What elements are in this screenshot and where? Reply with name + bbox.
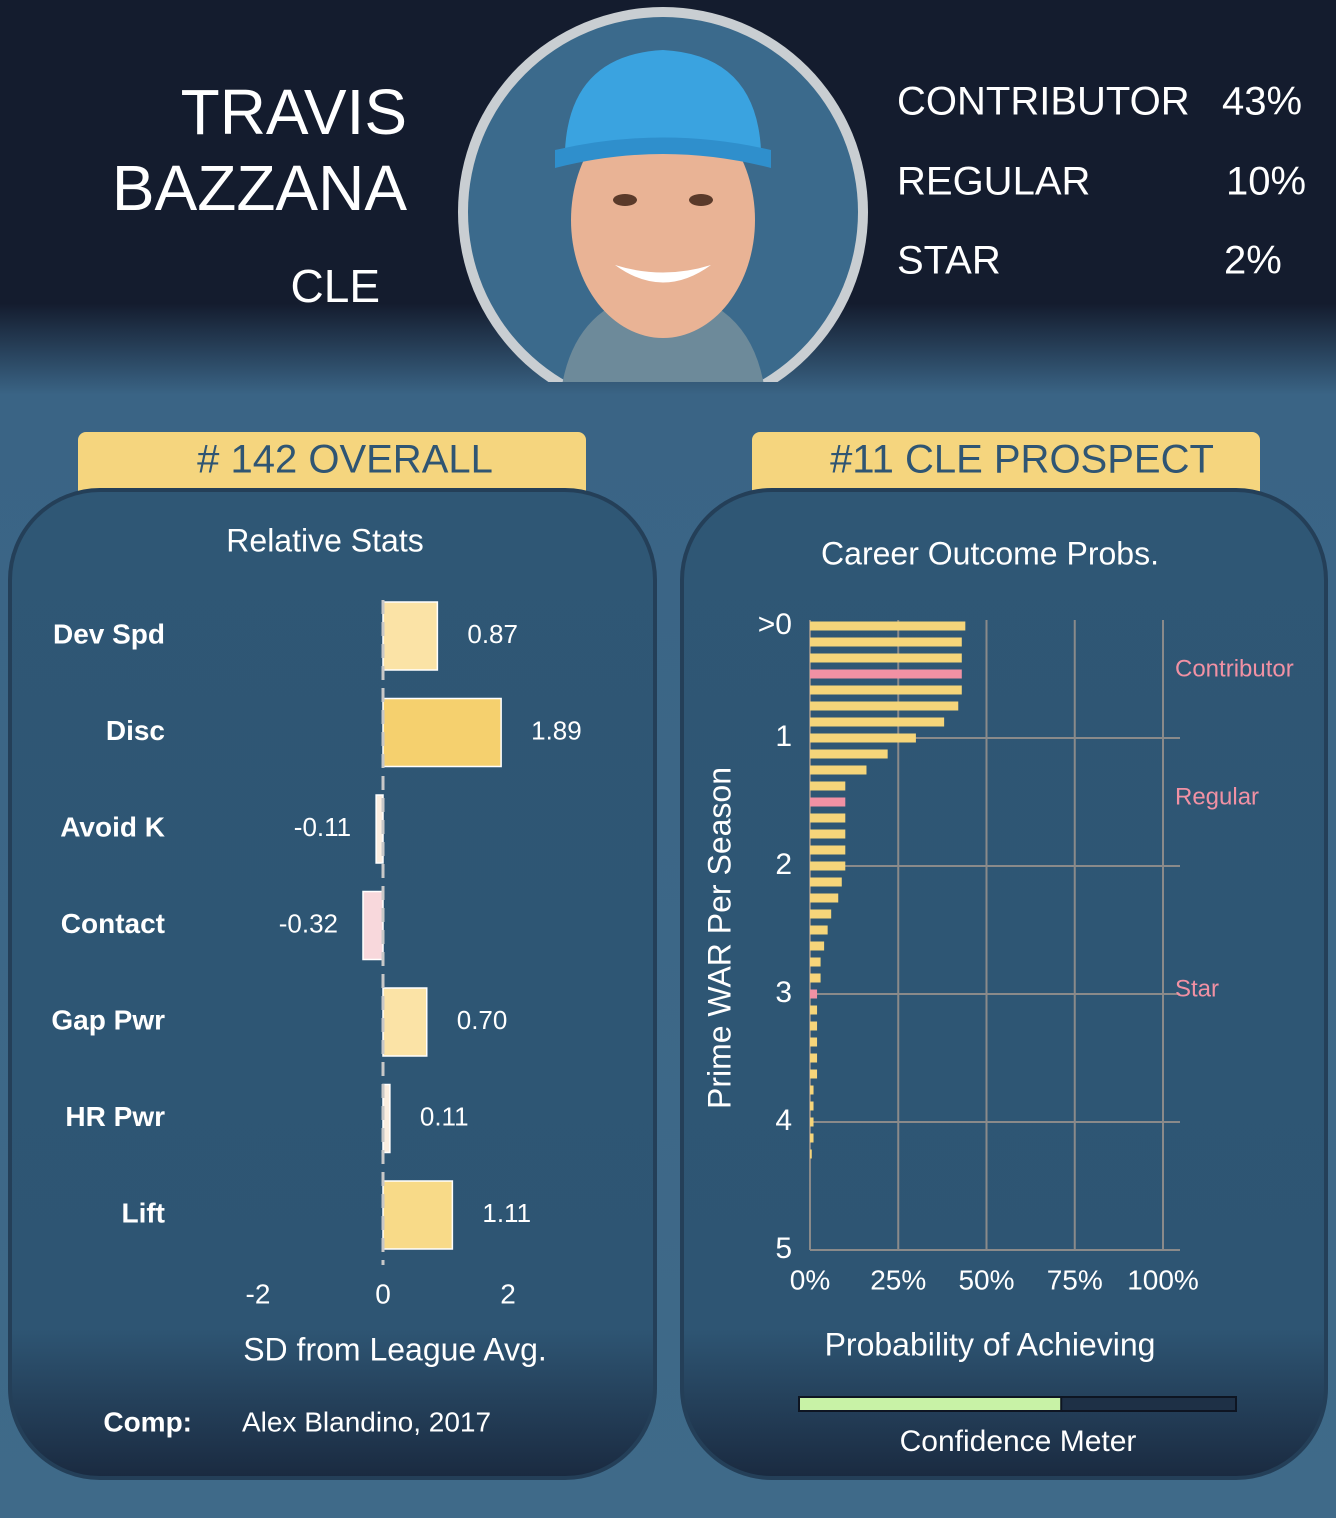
value-label: 0.11 (420, 1101, 469, 1131)
bar (810, 653, 962, 663)
y-tick-label: 2 (775, 848, 792, 881)
value-label: -0.32 (279, 908, 338, 938)
category-label: Dev Spd (53, 618, 165, 649)
bar (382, 987, 428, 1057)
bar (810, 829, 846, 839)
chart-title: Relative Stats (226, 522, 423, 558)
annotation: Contributor (1175, 655, 1294, 682)
y-axis-label: Prime WAR Per Season (701, 767, 737, 1109)
x-tick-label: 0% (790, 1264, 830, 1295)
comp-text: Alex Blandino, 2017 (242, 1406, 491, 1437)
bar (810, 1037, 818, 1047)
bar (810, 1133, 814, 1143)
bar (810, 941, 825, 951)
badge-text: #11 CLE PROSPECT (830, 438, 1214, 482)
y-tick-label: >0 (758, 608, 792, 641)
bar (810, 637, 962, 647)
bar (810, 925, 828, 935)
bar (810, 621, 966, 631)
outcome-label: STAR (897, 239, 1001, 283)
x-tick-label: 50% (958, 1264, 1014, 1295)
bar (810, 909, 832, 919)
category-label: HR Pwr (65, 1101, 165, 1132)
bar (810, 685, 962, 695)
bar (810, 765, 867, 775)
y-tick-label: 4 (775, 1104, 792, 1137)
bar (362, 890, 384, 961)
y-tick-label: 3 (775, 976, 792, 1009)
bar (810, 973, 821, 983)
team: CLE (291, 260, 380, 312)
outcome-label: REGULAR (897, 160, 1090, 204)
bar (810, 797, 846, 807)
x-tick-label: 0 (375, 1278, 391, 1309)
confidence-label: Confidence Meter (900, 1425, 1137, 1458)
bar (382, 1180, 454, 1250)
y-tick-label: 5 (775, 1232, 792, 1265)
annotation: Star (1175, 975, 1219, 1002)
x-axis-label: SD from League Avg. (243, 1331, 547, 1367)
y-tick-label: 1 (775, 720, 792, 753)
category-label: Avoid K (60, 811, 165, 842)
bar (810, 861, 846, 871)
category-label: Disc (106, 715, 165, 746)
category-label: Contact (61, 908, 165, 939)
category-label: Gap Pwr (51, 1004, 165, 1035)
player-photo (458, 7, 868, 382)
bar (382, 601, 439, 671)
annotation: Regular (1175, 783, 1259, 810)
x-tick-label: 75% (1047, 1264, 1103, 1295)
bar (810, 781, 846, 791)
bar (810, 845, 846, 855)
bar (810, 749, 888, 759)
bar (810, 1005, 818, 1015)
bar (382, 697, 502, 768)
value-label: 1.11 (482, 1198, 531, 1228)
value-label: -0.11 (294, 812, 351, 842)
bar (810, 1101, 814, 1111)
outcome-value: 2% (1224, 239, 1282, 283)
x-axis-label: Probability of Achieving (825, 1326, 1156, 1362)
x-tick-label: -2 (246, 1278, 271, 1309)
outcome-label: CONTRIBUTOR (897, 80, 1190, 124)
x-tick-label: 2 (500, 1278, 516, 1309)
bar (810, 1021, 818, 1031)
bar (810, 813, 846, 823)
last-name: BAZZANA (112, 152, 407, 224)
value-label: 0.70 (457, 1005, 508, 1035)
first-name: TRAVIS (181, 76, 407, 148)
bar (810, 701, 959, 711)
bar (810, 957, 821, 967)
bar (810, 1117, 814, 1127)
value-label: 0.87 (467, 619, 518, 649)
bar (810, 1085, 814, 1095)
bar (810, 733, 916, 743)
badge-text: # 142 OVERALL (197, 438, 493, 482)
confidence-fill (798, 1396, 1063, 1412)
bar (810, 717, 945, 727)
bar (810, 1053, 818, 1063)
bar (810, 669, 962, 679)
category-label: Lift (121, 1197, 165, 1228)
bar (810, 1069, 818, 1079)
bar (810, 877, 842, 887)
outcome-value: 43% (1222, 80, 1302, 124)
chart-title: Career Outcome Probs. (821, 535, 1159, 571)
outcome-value: 10% (1226, 160, 1306, 204)
value-label: 1.89 (531, 715, 582, 745)
bar (810, 893, 839, 903)
bar (810, 989, 818, 999)
bar (810, 1149, 812, 1159)
comp-label: Comp: (103, 1406, 192, 1437)
x-tick-label: 25% (870, 1264, 926, 1295)
x-tick-label: 100% (1127, 1264, 1199, 1295)
